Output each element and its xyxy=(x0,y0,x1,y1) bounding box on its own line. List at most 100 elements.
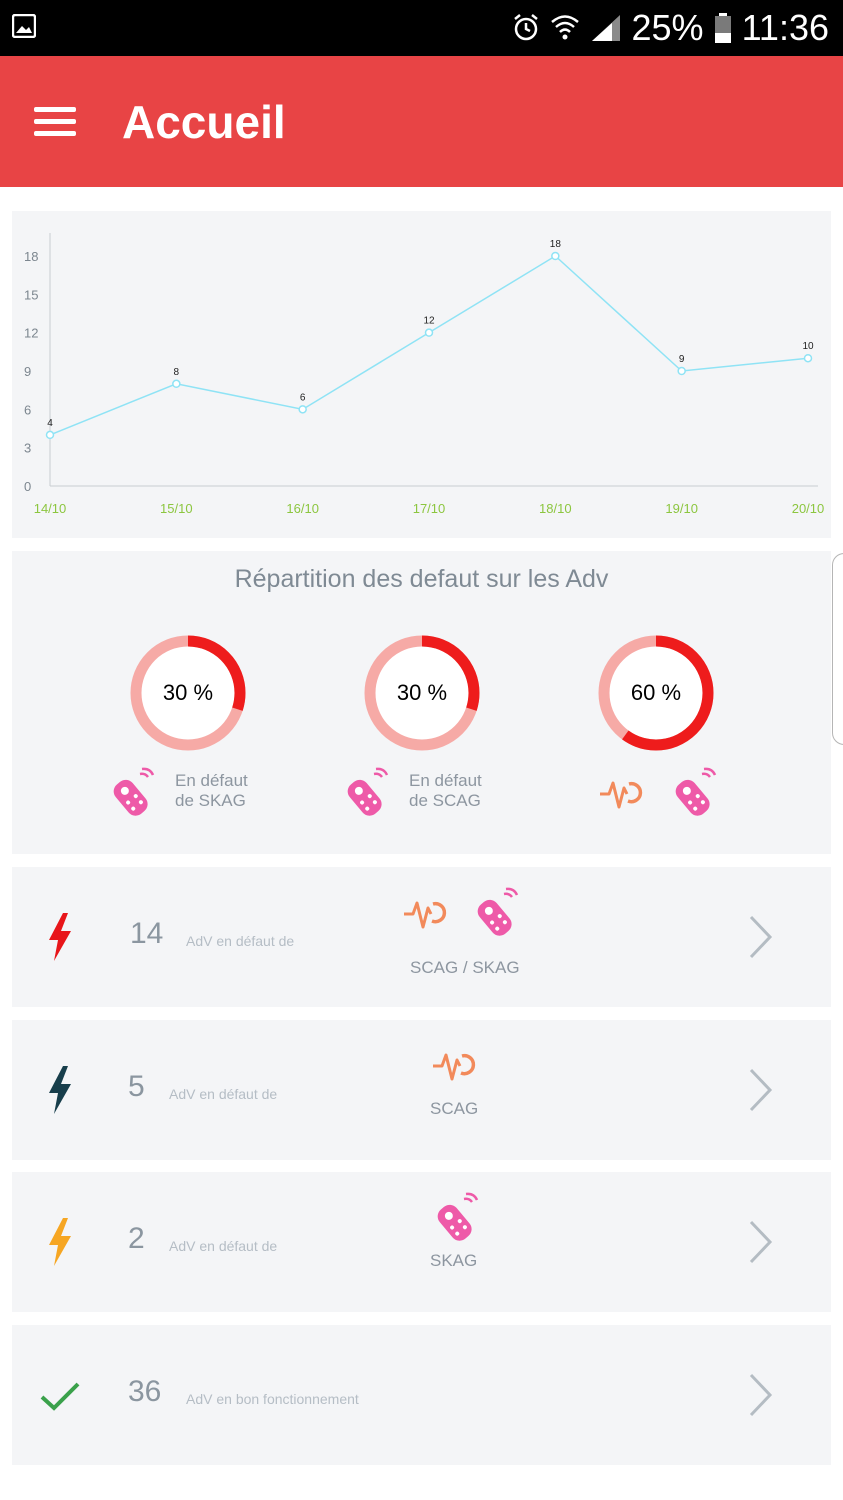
data-label: 8 xyxy=(174,367,180,378)
donut-arc xyxy=(130,635,246,751)
x-tick-label: 14/10 xyxy=(34,501,67,516)
row-description: AdV en défaut de xyxy=(186,933,295,949)
x-tick-label: 19/10 xyxy=(665,501,698,516)
app-bar: Accueil xyxy=(0,56,843,187)
row-count: 14 xyxy=(130,917,164,950)
data-label: 6 xyxy=(300,392,306,403)
donut-skag: 30 % xyxy=(128,633,248,753)
remote-icon xyxy=(666,767,718,824)
donut-arc xyxy=(364,635,480,751)
donut-arc xyxy=(598,635,714,751)
row-description: AdV en défaut de xyxy=(169,1086,278,1102)
chevron-right-icon[interactable] xyxy=(748,1220,774,1264)
donut-scag: 30 % xyxy=(362,633,482,753)
pulse-arc xyxy=(431,901,447,924)
data-point xyxy=(551,251,560,261)
y-tick-label: 12 xyxy=(24,326,38,341)
x-tick-label: 20/10 xyxy=(792,501,825,516)
fault-row-skag[interactable]: 2 AdV en défaut de SKAG xyxy=(12,1172,831,1312)
data-point xyxy=(803,353,813,363)
alarm-icon xyxy=(513,14,538,41)
donut-percent: 30 % xyxy=(162,680,214,705)
donut-both: 60 % xyxy=(596,633,716,753)
data-point xyxy=(677,366,686,376)
status-bar: 25% 11:36 xyxy=(0,0,843,56)
heartbeat-icon xyxy=(403,894,447,939)
row-count: 2 xyxy=(128,1222,145,1255)
pulse-arc xyxy=(627,781,643,804)
remote-body xyxy=(477,899,512,936)
fault-row-scag[interactable]: 5 AdV en défaut de SCAG xyxy=(12,1020,831,1160)
data-point xyxy=(172,379,181,389)
chevron-right-icon[interactable] xyxy=(748,1068,774,1112)
data-point xyxy=(424,328,434,337)
check-icon xyxy=(40,1382,80,1411)
data-label: 18 xyxy=(550,239,562,250)
remote-icon xyxy=(104,767,156,824)
y-tick-label: 15 xyxy=(24,287,38,302)
row-category: SCAG xyxy=(430,1099,479,1118)
row-description: AdV en bon fonctionnement xyxy=(186,1391,359,1407)
heartbeat-icon xyxy=(599,774,643,819)
heartbeat-icon xyxy=(432,1046,476,1091)
row-category: SCAG / SKAG xyxy=(410,958,520,977)
donut-label-line1: En défaut xyxy=(409,771,482,790)
remote-body xyxy=(347,779,382,816)
y-tick-label: 6 xyxy=(24,402,31,417)
menu-icon[interactable] xyxy=(32,102,80,142)
remote-body xyxy=(113,779,148,816)
data-point xyxy=(45,430,55,440)
pulse-line xyxy=(404,901,433,929)
series-line xyxy=(49,255,809,436)
remote-body xyxy=(437,1204,472,1241)
signal-icon xyxy=(591,15,620,41)
lightning-icon xyxy=(49,1218,71,1266)
clock-time: 11:36 xyxy=(741,7,829,48)
distribution-card: Répartition des defaut sur les Adv 30 % … xyxy=(12,551,831,854)
line-chart-card: 0 3 6 9 12 15 18 14/10 15/10 16/10 17/10 18/10 19/10… xyxy=(12,211,831,538)
ok-row[interactable]: 36 AdV en bon fonctionnement xyxy=(12,1325,831,1465)
data-label: 12 xyxy=(423,316,435,327)
donut-percent: 60 % xyxy=(630,680,682,705)
scroll-handle[interactable] xyxy=(832,553,843,745)
pulse-line xyxy=(600,781,629,809)
chevron-right-icon[interactable] xyxy=(748,915,774,959)
data-point xyxy=(298,405,307,414)
row-category: SKAG xyxy=(430,1251,478,1270)
x-tick-label: 16/10 xyxy=(286,501,319,516)
row-description: AdV en défaut de xyxy=(169,1238,278,1254)
donut-label-scag: En défaut de SCAG xyxy=(409,771,482,811)
wifi-icon xyxy=(550,15,579,40)
y-tick-label: 3 xyxy=(24,441,31,456)
donut-percent: 30 % xyxy=(396,680,448,705)
y-tick-label: 0 xyxy=(24,479,31,494)
row-count: 36 xyxy=(128,1375,162,1408)
donut-label-line2: de SKAG xyxy=(175,791,246,810)
battery-percent: 25% xyxy=(631,7,704,48)
data-label: 4 xyxy=(47,418,53,429)
remote-body xyxy=(675,779,710,816)
gallery-notification-icon xyxy=(12,14,36,38)
battery-icon xyxy=(714,13,731,43)
data-label: 10 xyxy=(802,341,814,352)
row-count: 5 xyxy=(128,1070,145,1103)
donut-label-line1: En défaut xyxy=(175,771,248,790)
y-tick-label: 9 xyxy=(24,364,31,379)
line-chart: 0 3 6 9 12 15 18 14/10 15/10 16/10 17/10 18/10 19/10… xyxy=(24,233,825,516)
x-tick-label: 17/10 xyxy=(413,501,446,516)
x-tick-label: 15/10 xyxy=(160,501,193,516)
donut-label-skag: En défaut de SKAG xyxy=(175,771,248,811)
donut-label-line2: de SCAG xyxy=(409,791,481,810)
distribution-title: Répartition des defaut sur les Adv xyxy=(234,565,609,593)
remote-icon xyxy=(468,887,520,944)
remote-icon xyxy=(338,767,390,824)
chevron-right-icon[interactable] xyxy=(748,1373,774,1417)
x-tick-label: 18/10 xyxy=(539,501,572,516)
pulse-arc xyxy=(460,1053,476,1076)
lightning-icon xyxy=(49,1066,71,1114)
lightning-icon xyxy=(49,913,71,961)
pulse-line xyxy=(433,1053,462,1081)
fault-row-scag-skag[interactable]: 14 AdV en défaut de SCAG / SKAG xyxy=(12,867,831,1007)
data-label: 9 xyxy=(679,354,685,365)
page-title: Accueil xyxy=(122,96,286,148)
